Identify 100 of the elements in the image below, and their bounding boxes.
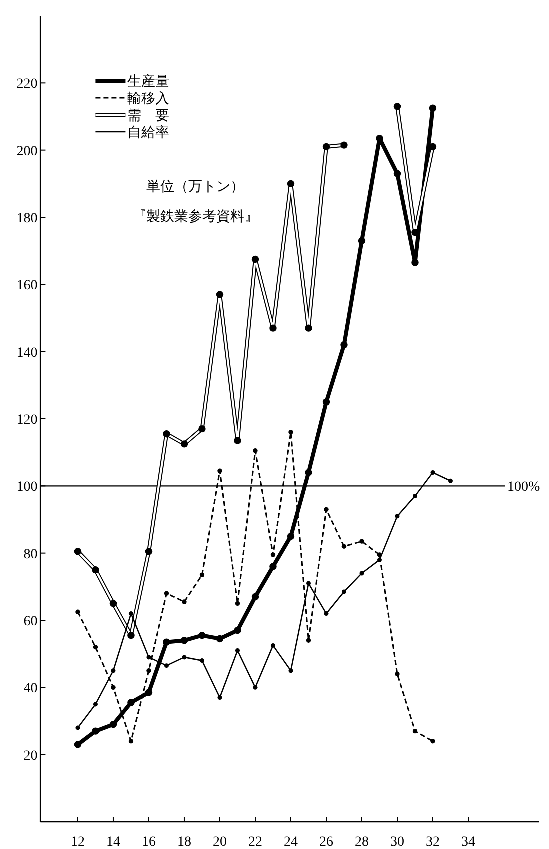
point — [216, 635, 224, 643]
point — [253, 448, 258, 454]
ref-line-label: 100% — [508, 480, 540, 496]
x-tick-label: 24 — [284, 835, 298, 849]
legend-label: 輸移入 — [128, 91, 170, 107]
point — [429, 104, 437, 112]
point — [180, 637, 188, 644]
point — [218, 468, 222, 474]
point — [200, 572, 205, 578]
point — [76, 726, 80, 730]
point — [287, 532, 295, 540]
point — [216, 291, 224, 298]
point — [111, 685, 116, 690]
point — [163, 430, 170, 438]
point — [164, 591, 170, 596]
y-tick-label: 140 — [16, 346, 38, 361]
point — [270, 552, 276, 558]
point — [198, 425, 206, 433]
x-tick-label: 32 — [426, 835, 440, 849]
point — [110, 721, 118, 728]
point — [182, 600, 187, 604]
x-tick-label: 14 — [106, 835, 120, 849]
point — [146, 655, 152, 660]
point — [198, 632, 206, 640]
x-tick-label: 16 — [142, 835, 156, 849]
point — [252, 593, 260, 601]
point — [322, 398, 330, 406]
point — [448, 478, 453, 484]
legend-label: 自給率 — [128, 125, 170, 141]
point — [234, 437, 242, 444]
point — [430, 470, 436, 475]
point — [377, 558, 382, 562]
point — [270, 563, 277, 570]
point — [358, 237, 366, 245]
point — [305, 469, 312, 476]
y-tick-label: 220 — [16, 77, 38, 92]
point — [340, 142, 348, 149]
point — [394, 103, 402, 110]
point — [93, 645, 98, 650]
annotation: 『製鉄業参考資料』 — [132, 209, 259, 225]
point — [340, 342, 348, 349]
point — [128, 612, 134, 616]
legend-label: 生産量 — [128, 74, 170, 90]
point — [235, 601, 240, 606]
y-tick-label: 160 — [16, 278, 38, 294]
annotation: 単位（万トン） — [146, 179, 245, 195]
point — [288, 668, 294, 674]
point — [74, 548, 82, 556]
y-tick-label: 180 — [16, 212, 38, 226]
point — [270, 324, 277, 332]
point — [180, 440, 188, 448]
point — [200, 658, 204, 664]
y-tick-label: 40 — [24, 682, 38, 697]
point — [74, 741, 82, 748]
point — [128, 699, 135, 706]
point — [163, 638, 170, 646]
point — [305, 324, 312, 332]
x-tick-label: 22 — [248, 835, 262, 849]
x-tick-label: 30 — [390, 835, 404, 849]
legend-label: 需 要 — [128, 108, 170, 124]
point — [322, 143, 330, 151]
point — [412, 728, 418, 734]
point — [360, 539, 364, 544]
point — [287, 180, 295, 188]
x-tick-label: 28 — [354, 835, 369, 849]
point — [360, 571, 364, 576]
point — [235, 648, 240, 653]
point — [110, 600, 118, 608]
point — [253, 685, 258, 690]
point — [288, 430, 294, 435]
point — [430, 739, 436, 744]
x-tick-label: 20 — [212, 835, 227, 849]
point — [128, 632, 135, 640]
point — [412, 494, 418, 498]
point — [182, 655, 187, 660]
point — [252, 256, 260, 264]
y-tick-label: 80 — [24, 547, 38, 562]
point — [92, 566, 100, 574]
point — [145, 689, 153, 696]
point — [394, 170, 402, 178]
point — [324, 612, 329, 616]
point — [306, 581, 311, 586]
point — [270, 643, 276, 648]
point — [412, 259, 419, 266]
point — [306, 638, 312, 643]
y-tick-label: 60 — [24, 614, 38, 630]
y-tick-label: 100 — [16, 480, 38, 496]
point — [164, 664, 169, 668]
point — [76, 610, 80, 614]
point — [395, 514, 400, 519]
point — [92, 728, 100, 735]
point — [145, 548, 153, 556]
point — [218, 695, 222, 700]
point — [376, 134, 384, 142]
x-tick-label: 18 — [177, 835, 192, 849]
point — [146, 668, 152, 674]
point — [234, 626, 242, 634]
point — [429, 143, 437, 151]
point — [128, 739, 134, 744]
point — [93, 702, 98, 707]
